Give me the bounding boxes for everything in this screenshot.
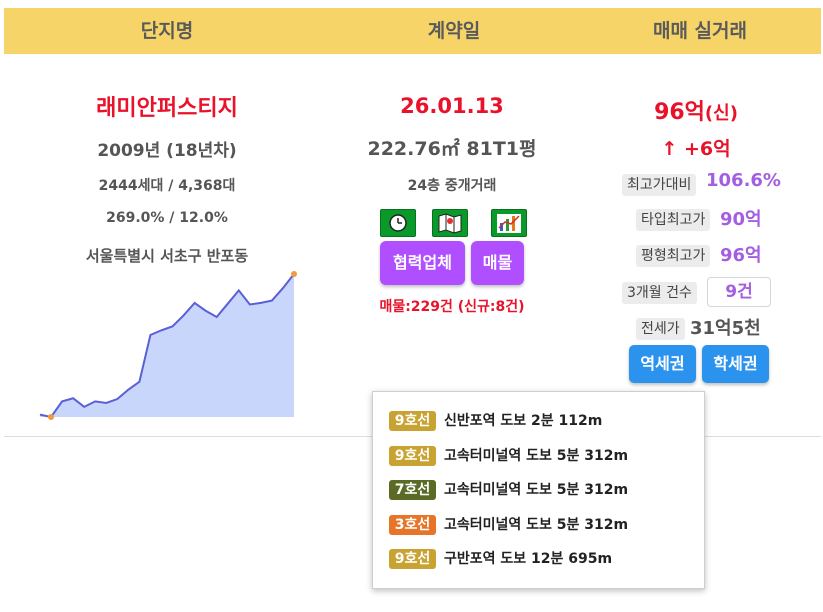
station-info: 구반포역 도보 12분 695m — [444, 551, 613, 567]
contract-date: 26.01.13 — [400, 94, 504, 118]
school-area-button[interactable]: 학세권 — [702, 345, 769, 383]
chart-point-marker — [291, 271, 297, 277]
station-info: 고속터미널역 도보 5분 312m — [444, 447, 629, 464]
count-3m-value[interactable]: 9건 — [707, 277, 771, 307]
chart-icon[interactable] — [491, 209, 527, 237]
complex-units: 2444세대 / 4,368대 — [98, 178, 236, 194]
subway-line-badge: 9호선 — [389, 549, 436, 569]
chart-area-fill — [40, 274, 294, 417]
station-popup: 9호선 신반포역 도보 2분 112m 9호선 고속터미널역 도보 5분 312m 7호… — [372, 391, 705, 589]
contract-area: 222.76㎡ 81T1평 — [367, 138, 537, 160]
header-trade-price: 매매 실거래 — [652, 20, 747, 42]
table-header: 단지명 계약일 매매 실거래 — [4, 8, 821, 54]
station-info: 고속터미널역 도보 5분 312m — [444, 516, 629, 533]
contract-floor: 24층 중개거래 — [407, 178, 497, 194]
station-info: 신반포역 도보 2분 112m — [444, 413, 603, 429]
price-trend-chart — [39, 271, 297, 420]
complex-address: 서울특별시 서초구 반포동 — [85, 247, 249, 265]
area-max-value: 96억 — [720, 245, 762, 266]
type-max-label: 타입최고가 — [636, 209, 711, 231]
jeonse-label: 전세가 — [636, 318, 685, 340]
complex-ratio: 269.0% / 12.0% — [106, 210, 228, 226]
listing-count[interactable]: 매물:229건 (신규:8건) — [379, 299, 525, 315]
station-area-button[interactable]: 역세권 — [629, 345, 696, 383]
subway-line-badge: 7호선 — [389, 480, 436, 500]
jeonse-value: 31억5천 — [690, 318, 761, 339]
header-contract-date: 계약일 — [427, 20, 481, 42]
chart-point-marker — [48, 414, 55, 420]
vs-max-value: 106.6% — [706, 170, 781, 191]
header-complex-name: 단지명 — [140, 20, 194, 42]
station-info: 고속터미널역 도보 5분 312m — [444, 482, 629, 498]
subway-line-badge: 9호선 — [389, 411, 436, 431]
trade-price: 96억(신) — [590, 94, 802, 126]
subway-line-badge: 9호선 — [389, 445, 436, 466]
partner-company-button[interactable]: 협력업체 — [380, 241, 465, 285]
complex-name[interactable]: 래미안퍼스티지 — [96, 96, 238, 121]
complex-year: 2009년 (18년차) — [97, 141, 237, 161]
map-icon[interactable] — [432, 209, 468, 237]
clock-icon[interactable] — [380, 209, 416, 237]
chart-price-line — [39, 273, 295, 419]
vs-max-label: 최고가대비 — [622, 174, 697, 196]
trade-price-suffix: (신) — [704, 103, 738, 124]
trade-price-main: 96억 — [654, 100, 705, 125]
price-change: ↑ +6억 — [661, 138, 731, 160]
type-max-value: 90억 — [720, 209, 762, 230]
listing-button[interactable]: 매물 — [471, 241, 524, 285]
area-max-label: 평형최고가 — [636, 245, 711, 267]
count-3m-label: 3개월 건수 — [622, 282, 697, 304]
subway-line-badge: 3호선 — [389, 514, 436, 535]
